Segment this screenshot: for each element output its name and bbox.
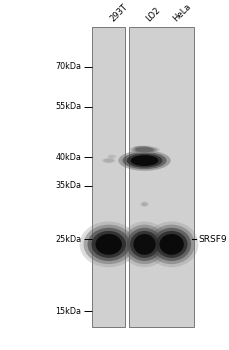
Ellipse shape xyxy=(145,222,199,267)
Ellipse shape xyxy=(95,234,122,255)
Text: 35kDa: 35kDa xyxy=(56,181,82,190)
Text: HeLa: HeLa xyxy=(172,2,193,23)
Ellipse shape xyxy=(131,155,158,166)
Text: 70kDa: 70kDa xyxy=(56,62,82,71)
Ellipse shape xyxy=(134,234,156,255)
Ellipse shape xyxy=(148,225,195,264)
Ellipse shape xyxy=(104,159,114,163)
Text: LO2: LO2 xyxy=(144,5,162,23)
Ellipse shape xyxy=(120,222,169,267)
Ellipse shape xyxy=(108,155,116,158)
Ellipse shape xyxy=(135,146,150,149)
Ellipse shape xyxy=(159,234,184,255)
Ellipse shape xyxy=(123,225,166,264)
Ellipse shape xyxy=(87,228,130,261)
Ellipse shape xyxy=(140,202,149,207)
Text: 40kDa: 40kDa xyxy=(56,153,82,162)
Ellipse shape xyxy=(118,150,171,171)
Ellipse shape xyxy=(135,147,154,152)
Bar xyxy=(92,27,125,327)
Ellipse shape xyxy=(127,154,162,168)
Ellipse shape xyxy=(92,231,126,258)
Text: 293T: 293T xyxy=(109,2,130,23)
Ellipse shape xyxy=(139,148,150,153)
Ellipse shape xyxy=(152,228,191,261)
Ellipse shape xyxy=(127,228,162,261)
Ellipse shape xyxy=(129,146,160,154)
Ellipse shape xyxy=(123,152,166,169)
Ellipse shape xyxy=(133,146,152,150)
Text: 55kDa: 55kDa xyxy=(55,103,82,111)
Ellipse shape xyxy=(137,148,152,153)
Ellipse shape xyxy=(132,147,157,153)
Ellipse shape xyxy=(107,154,117,159)
Ellipse shape xyxy=(141,202,148,206)
Ellipse shape xyxy=(102,158,116,163)
Ellipse shape xyxy=(79,222,138,267)
Text: SRSF9: SRSF9 xyxy=(198,235,227,244)
Ellipse shape xyxy=(130,231,159,258)
Ellipse shape xyxy=(156,231,188,258)
Ellipse shape xyxy=(84,225,134,264)
Bar xyxy=(129,27,194,327)
Text: 25kDa: 25kDa xyxy=(55,235,82,244)
Text: 15kDa: 15kDa xyxy=(56,307,82,316)
